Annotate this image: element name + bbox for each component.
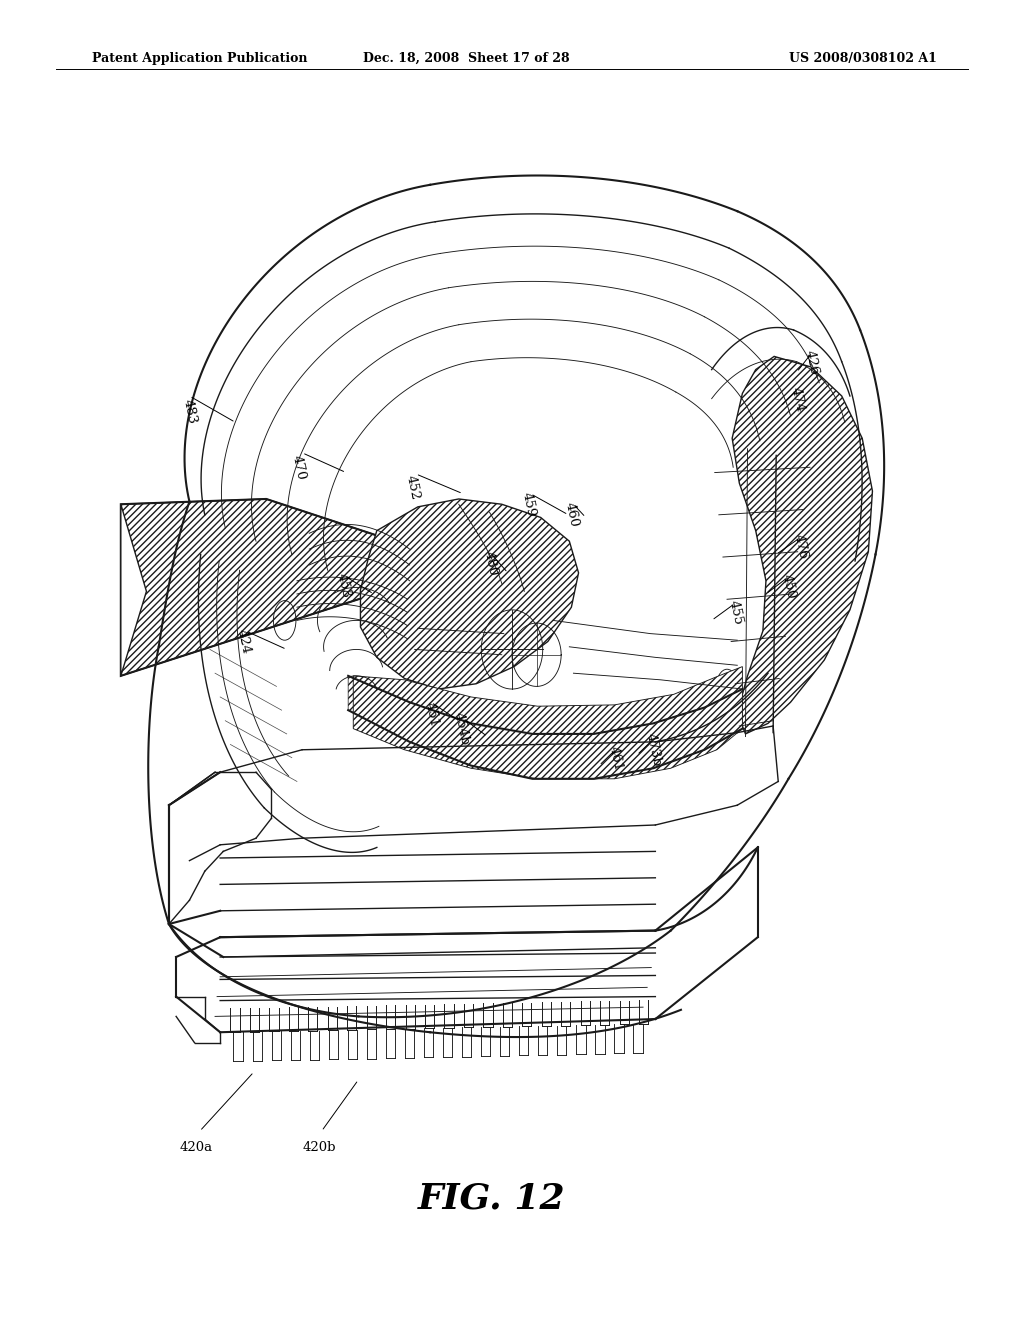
Text: Dec. 18, 2008  Sheet 17 of 28: Dec. 18, 2008 Sheet 17 of 28 [362, 53, 569, 65]
Text: 473b: 473b [643, 731, 664, 768]
Text: 450: 450 [779, 573, 798, 599]
Polygon shape [353, 667, 742, 779]
Text: 461: 461 [606, 746, 625, 772]
Polygon shape [360, 499, 579, 689]
Text: 451: 451 [422, 701, 440, 727]
Text: 459: 459 [519, 491, 538, 517]
Text: 455: 455 [726, 599, 744, 626]
Text: 483: 483 [180, 399, 199, 425]
Polygon shape [121, 504, 146, 676]
Text: 476: 476 [792, 533, 810, 560]
Text: 420b: 420b [303, 1140, 336, 1154]
Text: 470: 470 [290, 454, 308, 480]
Text: FIG. 12: FIG. 12 [418, 1181, 565, 1216]
Text: 460: 460 [562, 502, 581, 528]
Text: 420a: 420a [180, 1140, 213, 1154]
Text: US 2008/0308102 A1: US 2008/0308102 A1 [790, 53, 937, 65]
Text: 452: 452 [403, 474, 422, 500]
Text: 424: 424 [234, 628, 253, 655]
Text: 454b: 454b [452, 711, 472, 746]
Text: 480: 480 [481, 550, 500, 577]
Polygon shape [121, 499, 394, 676]
Polygon shape [348, 676, 742, 779]
Text: Patent Application Publication: Patent Application Publication [92, 53, 307, 65]
Text: 426: 426 [803, 350, 821, 376]
Polygon shape [732, 356, 872, 734]
Text: 474: 474 [788, 387, 807, 413]
Text: 453: 453 [335, 573, 353, 599]
